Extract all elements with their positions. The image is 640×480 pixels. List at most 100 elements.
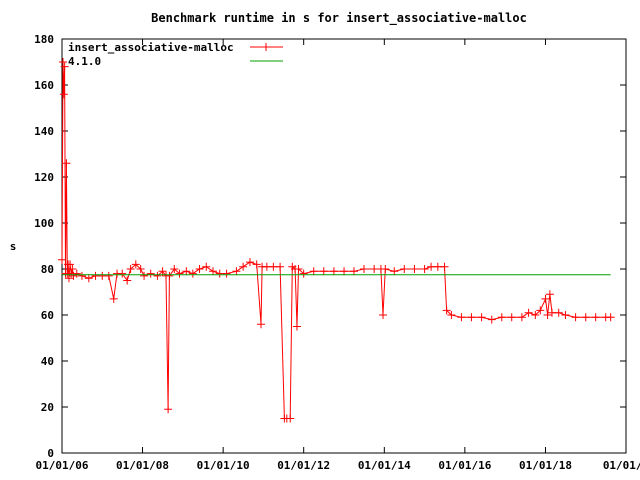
- data-point-insert-associative-malloc: [276, 262, 285, 271]
- legend-label-4-1-0: 4.1.0: [68, 55, 101, 68]
- data-point-insert-associative-malloc: [269, 262, 278, 271]
- data-point-insert-associative-malloc: [477, 313, 486, 322]
- data-point-insert-associative-malloc: [136, 265, 145, 273]
- data-point-insert-associative-malloc: [309, 267, 318, 276]
- data-point-insert-associative-malloc: [84, 274, 93, 283]
- data-point-insert-associative-malloc: [109, 294, 118, 303]
- data-point-insert-associative-malloc: [286, 414, 295, 423]
- data-point-insert-associative-malloc: [146, 269, 155, 278]
- y-tick-label: 0: [47, 447, 54, 460]
- data-point-insert-associative-malloc: [123, 276, 132, 285]
- data-point-insert-associative-malloc: [195, 265, 204, 273]
- data-point-insert-associative-malloc: [68, 265, 77, 273]
- data-point-insert-associative-malloc: [131, 260, 140, 269]
- data-point-insert-associative-malloc: [360, 265, 369, 273]
- y-tick-label: 20: [41, 401, 54, 414]
- data-point-insert-associative-malloc: [581, 313, 590, 322]
- x-tick-label: 01/01/06: [36, 459, 89, 472]
- data-point-insert-associative-malloc: [370, 265, 379, 273]
- data-point-insert-associative-malloc: [531, 311, 540, 319]
- data-point-insert-associative-malloc: [292, 322, 301, 331]
- data-point-insert-associative-malloc: [165, 271, 174, 280]
- data-point-insert-associative-malloc: [164, 405, 173, 414]
- data-point-insert-associative-malloc: [188, 269, 197, 278]
- y-tick-label: 80: [41, 263, 54, 276]
- data-point-insert-associative-malloc: [487, 315, 496, 324]
- data-point-insert-associative-malloc: [340, 267, 349, 276]
- data-point-insert-associative-malloc: [517, 313, 526, 322]
- data-point-insert-associative-malloc: [524, 308, 533, 317]
- data-point-insert-associative-malloc: [543, 311, 552, 319]
- data-point-insert-associative-malloc: [140, 271, 149, 280]
- data-point-insert-associative-malloc: [215, 269, 224, 278]
- chart-title: Benchmark runtime in s for insert_associ…: [151, 11, 527, 26]
- data-point-insert-associative-malloc: [410, 265, 419, 273]
- data-point-insert-associative-malloc: [497, 313, 506, 322]
- data-point-insert-associative-malloc: [209, 267, 218, 276]
- data-point-insert-associative-malloc: [400, 265, 409, 273]
- y-tick-label: 60: [41, 309, 54, 322]
- data-point-insert-associative-malloc: [433, 262, 442, 271]
- data-point-insert-associative-malloc: [91, 271, 100, 280]
- x-tick-label: 01/01/2: [603, 459, 640, 472]
- data-point-insert-associative-malloc: [440, 262, 449, 271]
- data-point-insert-associative-malloc: [126, 265, 135, 273]
- data-point-insert-associative-malloc: [554, 308, 563, 317]
- data-point-insert-associative-malloc: [175, 269, 184, 278]
- data-point-insert-associative-malloc: [60, 62, 69, 71]
- data-point-insert-associative-malloc: [170, 265, 179, 273]
- data-point-insert-associative-malloc: [58, 58, 67, 66]
- x-tick-label: 01/01/16: [438, 459, 491, 472]
- y-tick-label: 120: [34, 171, 54, 184]
- legend: insert_associative-malloc 4.1.0: [68, 41, 283, 68]
- data-point-insert-associative-malloc: [381, 265, 390, 273]
- data-point-insert-associative-malloc: [294, 265, 303, 273]
- data-point-insert-associative-malloc: [541, 294, 550, 303]
- data-point-insert-associative-malloc: [118, 269, 127, 278]
- data-point-insert-associative-malloc: [245, 258, 254, 267]
- y-tick-label: 100: [34, 217, 54, 230]
- data-point-insert-associative-malloc: [58, 255, 66, 264]
- data-point-insert-associative-malloc: [329, 267, 338, 276]
- data-point-insert-associative-malloc: [442, 306, 451, 315]
- data-point-insert-associative-malloc: [62, 159, 71, 168]
- y-tick-label: 180: [34, 33, 54, 46]
- x-tick-label: 01/01/14: [358, 459, 411, 472]
- x-tick-label: 01/01/10: [197, 459, 250, 472]
- data-point-insert-associative-malloc: [447, 311, 456, 319]
- data-point-insert-associative-malloc: [349, 267, 358, 276]
- y-tick-label: 140: [34, 125, 54, 138]
- legend-marker-insert-associative-malloc: [262, 43, 270, 51]
- data-point-insert-associative-malloc: [104, 271, 113, 280]
- data-point-insert-associative-malloc: [606, 313, 615, 322]
- data-point-insert-associative-malloc: [202, 262, 211, 271]
- data-point-insert-associative-malloc: [64, 274, 73, 283]
- data-point-insert-associative-malloc: [59, 90, 68, 99]
- data-point-insert-associative-malloc: [72, 269, 81, 278]
- data-point-insert-associative-malloc: [77, 271, 86, 280]
- y-tick-label: 40: [41, 355, 54, 368]
- data-point-insert-associative-malloc: [299, 269, 308, 278]
- data-point-insert-associative-malloc: [319, 267, 328, 276]
- data-point-insert-associative-malloc: [378, 311, 387, 319]
- series-line-insert-associative-malloc: [61, 61, 611, 419]
- data-point-insert-associative-malloc: [507, 313, 516, 322]
- x-tick-label: 01/01/08: [116, 459, 169, 472]
- data-point-insert-associative-malloc: [571, 313, 580, 322]
- data-point-insert-associative-malloc: [182, 267, 191, 276]
- data-point-insert-associative-malloc: [390, 267, 399, 276]
- data-point-insert-associative-malloc: [158, 267, 167, 276]
- data-point-insert-associative-malloc: [153, 271, 162, 280]
- data-point-insert-associative-malloc: [420, 265, 429, 273]
- x-tick-label: 01/01/12: [277, 459, 330, 472]
- data-point-insert-associative-malloc: [457, 313, 466, 322]
- plot-frame: [61, 38, 627, 454]
- data-point-insert-associative-malloc: [427, 262, 436, 271]
- data-point-insert-associative-malloc: [239, 262, 248, 271]
- data-point-insert-associative-malloc: [561, 311, 570, 319]
- legend-label-insert-associative-malloc: insert_associative-malloc: [68, 41, 234, 54]
- x-tick-label: 01/01/18: [519, 459, 572, 472]
- data-point-insert-associative-malloc: [222, 269, 231, 278]
- y-axis-label: s: [10, 240, 17, 253]
